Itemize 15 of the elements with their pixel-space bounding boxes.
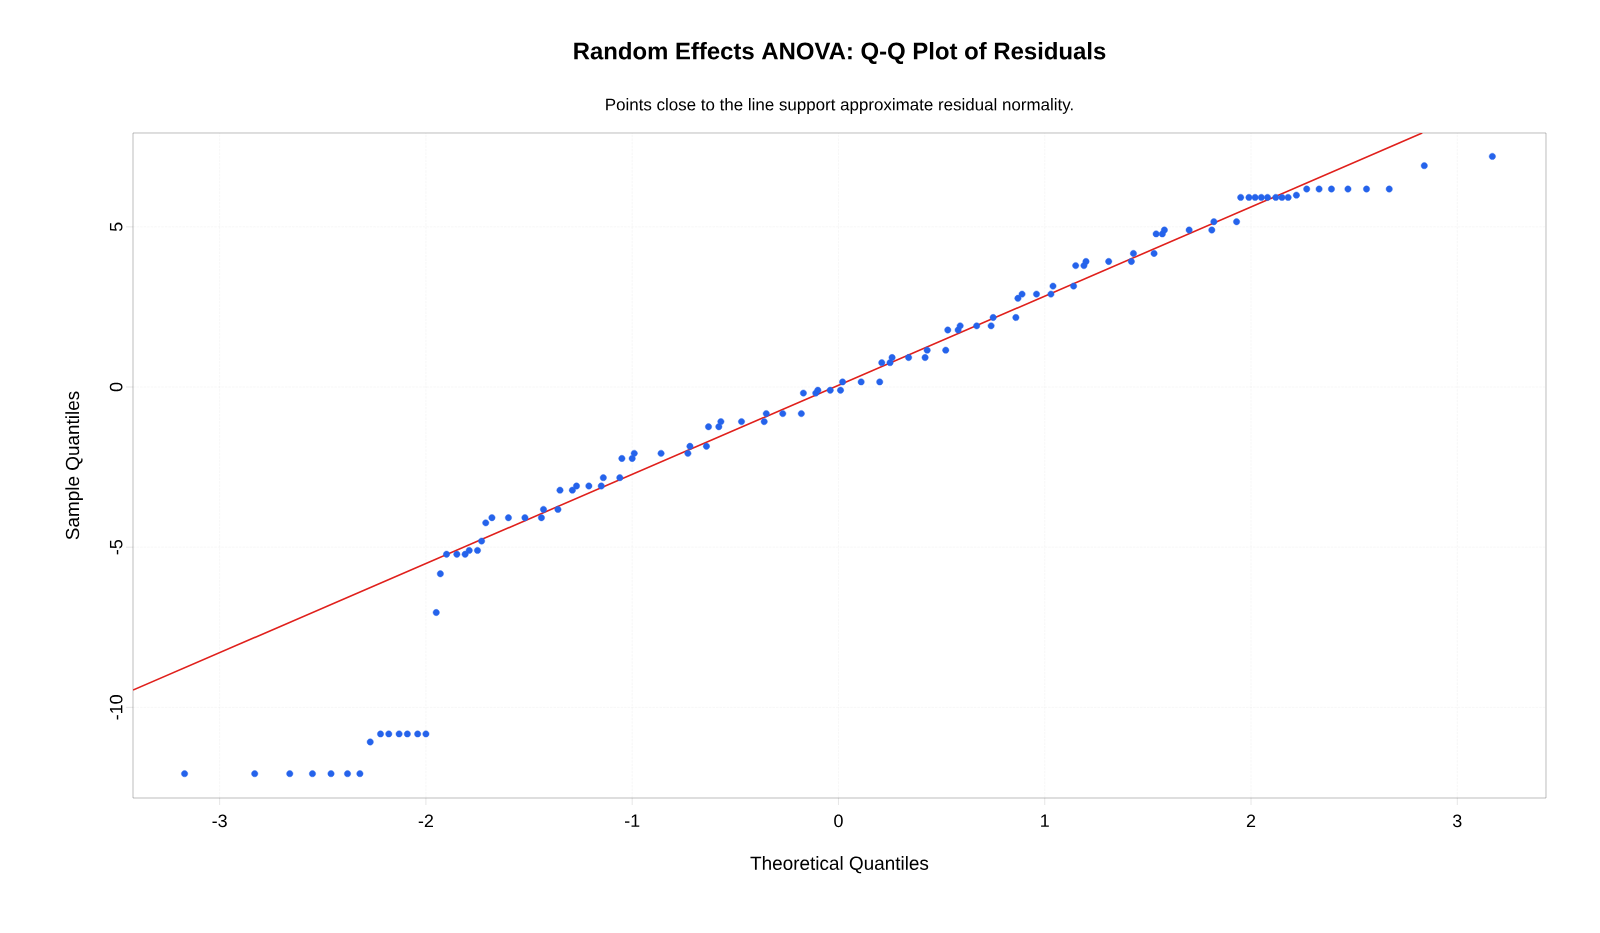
chart-title: Random Effects ANOVA: Q-Q Plot of Residuals: [574, 41, 1106, 64]
x-tick-label: 3: [1452, 814, 1462, 828]
x-axis-title: Theoretical Quantiles: [750, 856, 929, 874]
x-tick-label: 1: [1041, 814, 1049, 827]
y-tick-label: -10: [109, 695, 123, 720]
x-tick-label: -2: [418, 814, 433, 828]
y-tick-label: 0: [109, 382, 123, 392]
y-axis-title: Sample Quantiles: [65, 391, 83, 540]
y-tick-label: -5: [109, 539, 123, 555]
x-tick-label: -3: [212, 814, 227, 828]
y-tick-label: 5: [109, 222, 123, 232]
x-tick-label: 0: [834, 814, 843, 828]
chart-subtitle: Points close to the line support approximate residual normality.: [606, 98, 1073, 114]
x-tick-label: -1: [625, 814, 640, 827]
x-tick-label: 2: [1246, 814, 1256, 828]
